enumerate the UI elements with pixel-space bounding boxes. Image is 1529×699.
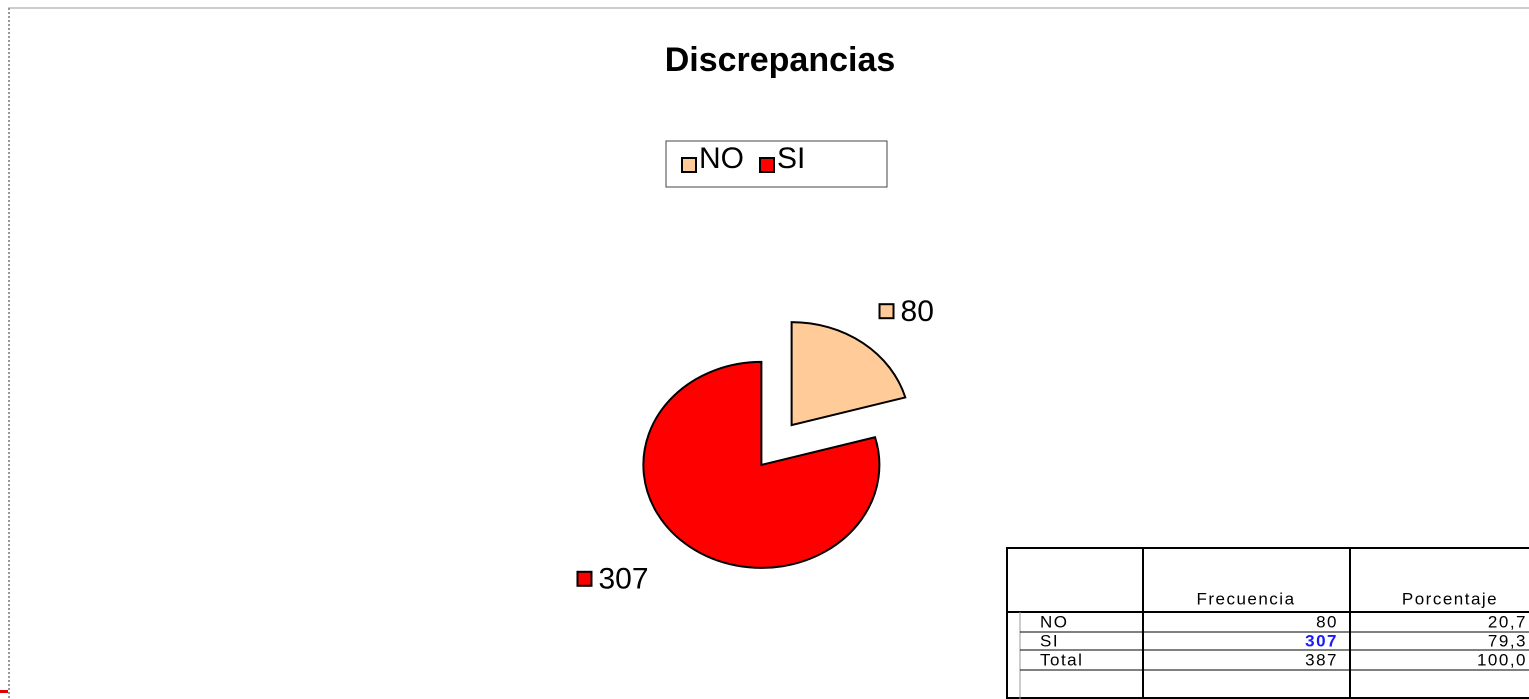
legend-box — [665, 140, 888, 188]
column-header: Frecuencia — [1196, 589, 1295, 608]
pie: 80 307 — [576, 295, 934, 596]
data-label: 307 — [598, 563, 648, 596]
chart-title: Discrepancias — [665, 41, 896, 79]
data-label-marker — [878, 303, 895, 320]
data-label-marker — [576, 570, 593, 587]
table-cell: 20,7 — [1488, 612, 1527, 631]
table-frame — [1006, 547, 1529, 699]
row-label: NO — [1040, 612, 1069, 631]
data-label: 80 — [901, 295, 934, 328]
pie-slice — [790, 321, 907, 427]
table: Frecuencia Porcentaje NO 80 20,7 SI 307 79,3 Tot… — [1006, 547, 1529, 699]
table-cell: 100,0 — [1477, 650, 1527, 669]
legend-label: NO — [699, 142, 744, 175]
pie-slice — [642, 360, 881, 569]
column-header: Porcentaje — [1402, 589, 1498, 608]
table-cell: 307 — [1305, 631, 1338, 650]
legend-label: SI — [777, 142, 805, 175]
table-cell: 387 — [1305, 650, 1338, 669]
legend: NO SI — [681, 142, 805, 175]
table-cell: 80 — [1316, 612, 1338, 631]
corner-mark — [0, 690, 8, 693]
row-label: Total — [1040, 650, 1083, 669]
legend-marker — [681, 157, 697, 173]
row-label: SI — [1040, 631, 1059, 650]
table-cell: 79,3 — [1488, 631, 1527, 650]
legend-marker — [759, 157, 775, 173]
